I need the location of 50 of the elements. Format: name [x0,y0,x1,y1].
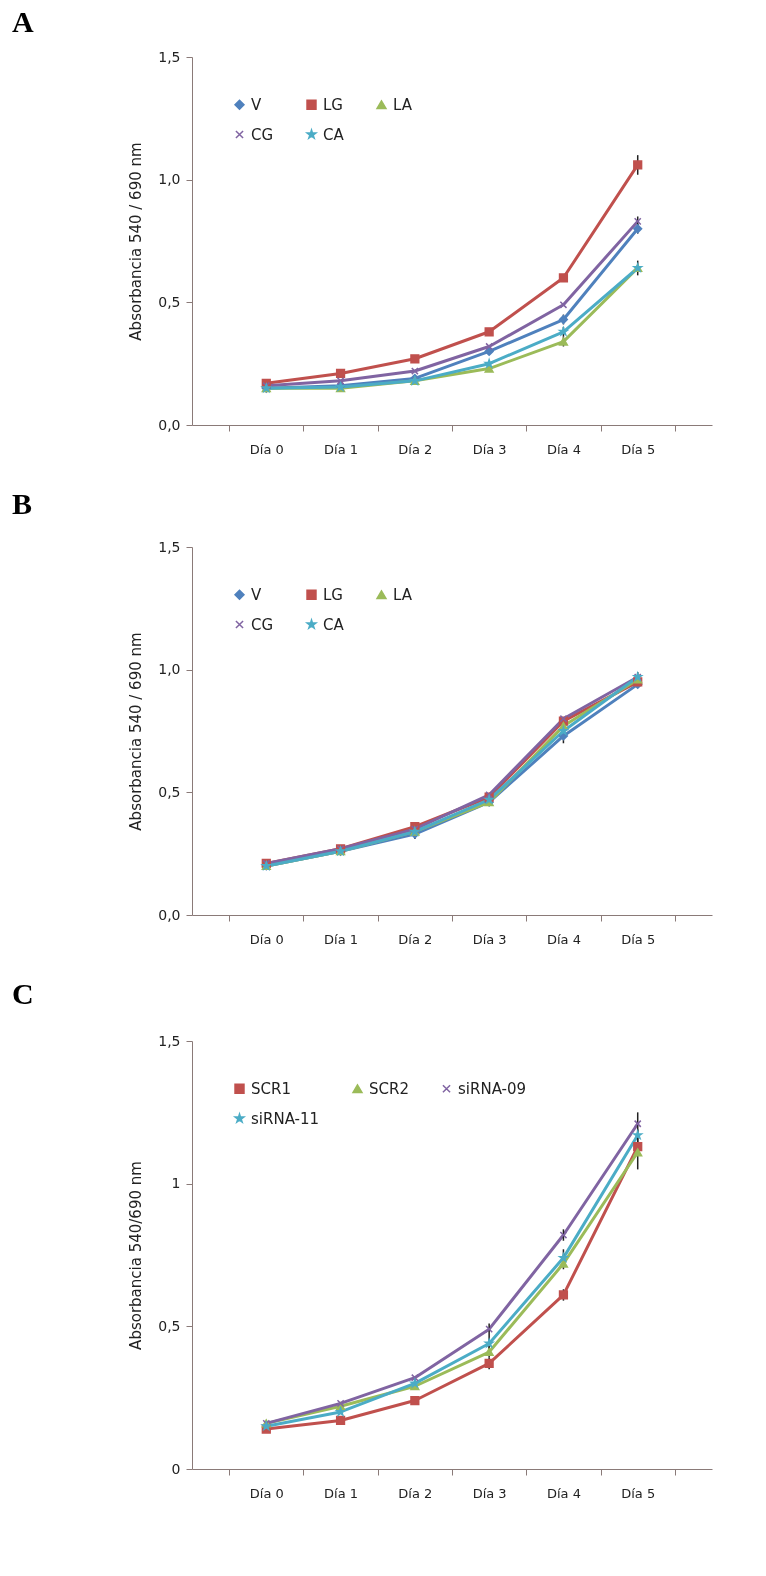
y-tick-label: 1,5 [158,48,181,65]
x-tick-label: Día 1 [324,441,359,457]
y-tick-label: 1,5 [158,1032,181,1049]
legend-label: siRNA-09 [458,1079,527,1098]
y-tick-label: 1,0 [158,171,181,188]
x-tick-label: Día 4 [546,1485,581,1501]
y-axis-title: Absorbancia 540 / 690 nm [127,632,146,831]
chart-title: A [12,5,34,38]
x-tick-label: Día 5 [621,931,656,947]
legend-label: CG [251,615,274,634]
y-tick-label: 0,5 [158,783,181,800]
x-tick-label: Día 4 [546,931,581,947]
x-tick-label: Día 2 [398,1485,433,1501]
x-tick-label: Día 3 [472,1485,507,1501]
y-tick-label: 1 [171,1175,181,1192]
legend-label: V [251,585,262,604]
y-axis-title: Absorbancia 540 / 690 nm [127,142,146,341]
x-tick-label: Día 2 [398,441,433,457]
chart-title: B [12,487,33,520]
x-tick-label: Día 0 [249,441,284,457]
legend-label: LA [393,585,413,604]
legend-label: CA [323,615,345,634]
legend-label: CA [323,125,345,144]
legend-label: V [251,95,262,114]
legend-label: siRNA-11 [251,1109,320,1128]
x-tick-label: Día 3 [472,441,507,457]
x-tick-label: Día 4 [546,441,581,457]
y-tick-label: 0,0 [158,416,181,433]
x-tick-label: Día 0 [249,1485,284,1501]
legend-label: LG [323,585,343,604]
x-tick-label: Día 5 [621,1485,656,1501]
x-tick-label: Día 1 [324,931,359,947]
y-tick-label: 1,5 [158,538,181,555]
legend-label: LG [323,95,343,114]
x-tick-label: Día 0 [249,931,284,947]
legend-label: SCR2 [369,1079,409,1098]
legend-label: CG [251,125,274,144]
y-tick-label: 0,5 [158,293,181,310]
x-tick-label: Día 2 [398,931,433,947]
legend-label: SCR1 [251,1079,291,1098]
x-tick-label: Día 1 [324,1485,359,1501]
y-tick-label: 0,5 [158,1317,181,1334]
y-tick-label: 0,0 [158,906,181,923]
y-tick-label: 0 [171,1460,181,1477]
y-axis-title: Absorbancia 540/690 nm [127,1161,146,1350]
x-tick-label: Día 3 [472,931,507,947]
chart-title: C [12,977,34,1010]
legend-label: LA [393,95,413,114]
y-tick-label: 1,0 [158,661,181,678]
x-tick-label: Día 5 [621,441,656,457]
